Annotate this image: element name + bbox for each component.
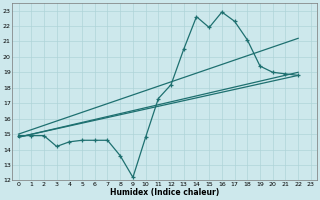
X-axis label: Humidex (Indice chaleur): Humidex (Indice chaleur) xyxy=(110,188,219,197)
